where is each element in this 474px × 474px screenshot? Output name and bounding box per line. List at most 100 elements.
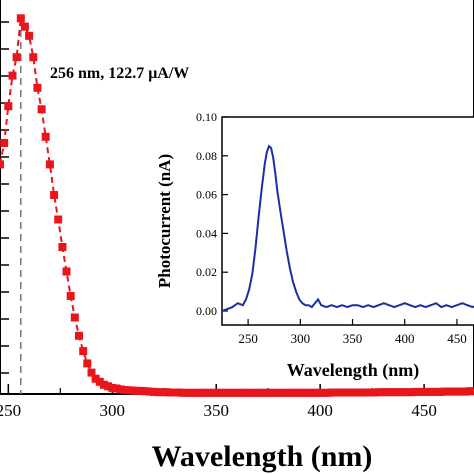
main-data-point [241,388,250,397]
main-data-point [199,388,208,397]
main-data-point [158,388,167,397]
main-data-point [403,388,412,397]
main-data-point [187,388,196,397]
main-data-point [445,387,454,396]
main-data-point [54,215,63,224]
main-data-point [66,292,75,300]
main-data-point [374,388,383,397]
main-data-point [29,53,38,62]
main-data-point [20,22,29,31]
main-data-point [461,387,470,396]
main-data-point [12,53,21,62]
inset-y-tick-label: 0.02 [196,265,217,279]
inset-y-tick-label: 0.04 [196,226,217,240]
inset-plot: 0.00 0.02 0.04 0.06 0.08 0.10 250 300 350 400 450… [155,110,474,381]
main-data-point [278,388,287,397]
main-data-point [129,386,138,395]
main-data-point [37,105,46,114]
main-data-point [341,388,350,397]
main-data-point [75,331,83,340]
main-data-point [324,388,333,397]
main-data-point [328,388,337,397]
inset-y-tick-label: 0.08 [196,149,217,163]
main-data-point [316,388,325,397]
main-x-tick-label: 300 [100,401,126,420]
main-data-point [8,71,17,80]
main-data-point [70,313,79,322]
inset-series-line [221,144,474,312]
main-data-point [224,388,233,397]
main-data-point [183,388,192,397]
main-data-point [270,388,279,397]
main-data-point [95,377,104,386]
main-data-point [33,83,42,92]
main-x-axis-label: Wavelength (nm) [152,440,373,473]
main-x-tick-label: 250 [0,401,21,420]
main-data-point [282,388,291,397]
main-data-point [0,160,4,169]
main-data-point [303,388,312,397]
main-data-point [291,388,300,397]
peak-annotation: 256 nm, 122.7 μA/W [50,65,189,82]
main-data-point [257,388,266,397]
inset-x-tick-label: 350 [343,331,363,346]
main-data-point [366,388,375,397]
inset-y-tick-label: 0.00 [196,304,217,318]
main-data-point [378,388,387,397]
main-data-point [195,388,204,397]
inset-y-tick-label: 0.10 [196,110,217,124]
main-x-tick-label: 450 [411,401,437,420]
main-data-point [353,388,362,397]
main-data-point [249,388,258,397]
main-data-point [154,388,162,397]
main-data-point [262,388,271,397]
main-data-point [145,387,154,396]
main-data-point [336,388,345,397]
inset-x-tick-label: 450 [447,331,467,346]
main-data-point [178,388,187,397]
main-data-point [470,387,474,396]
main-data-point [382,388,391,397]
main-data-point [411,387,420,396]
main-data-point [357,388,366,397]
main-data-point [228,388,237,397]
main-data-point [4,102,13,111]
main-data-point [25,31,34,40]
inset-x-ticks: 250 300 350 400 450 [238,319,467,346]
main-data-point [266,388,275,397]
main-data-point [120,386,129,394]
main-data-point [104,382,113,391]
main-data-point [307,388,316,397]
main-data-point [174,388,183,397]
main-data-point [191,388,200,397]
main-data-point [453,387,462,396]
main-data-point [166,388,175,397]
main-data-point [16,14,25,23]
main-data-point [457,387,466,396]
main-data-point [299,388,308,397]
main-data-point [79,347,88,356]
main-data-point [432,387,441,396]
main-data-point [99,380,108,389]
main-data-point [395,388,404,397]
main-data-point [320,388,329,397]
main-data-point [245,388,254,397]
main-data-point [440,387,449,396]
main-data-point [407,388,416,397]
main-data-point [465,387,474,396]
inset-x-tick-label: 250 [238,331,258,346]
main-data-point [287,388,296,397]
main-data-point [149,387,158,396]
main-data-point [386,388,395,397]
main-data-point [45,160,54,169]
main-data-point [449,387,458,396]
main-data-point [212,388,221,397]
main-data-point [62,267,71,276]
main-data-point [108,383,117,392]
main-data-point [133,386,142,395]
main-data-point [91,374,100,383]
main-data-point [415,387,424,396]
main-data-point [137,386,146,395]
main-x-tick-label: 400 [307,401,333,420]
